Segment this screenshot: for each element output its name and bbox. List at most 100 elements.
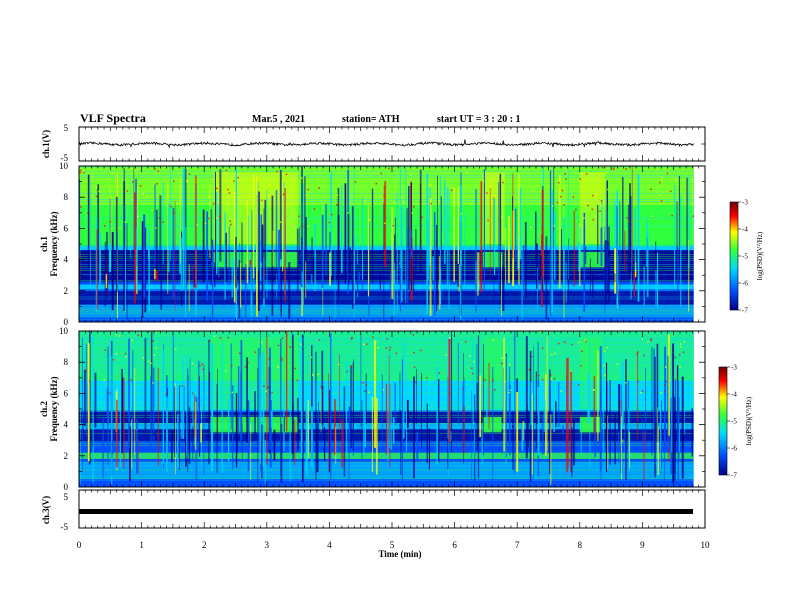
- sferic-streak: [206, 211, 208, 301]
- sferic-streak: [357, 264, 359, 293]
- speckle: [243, 220, 245, 222]
- sferic-streak: [358, 271, 361, 282]
- sferic-streak: [614, 412, 617, 465]
- x-tick-label: 8: [578, 540, 583, 550]
- sferic-streak: [340, 184, 343, 273]
- speckle: [225, 369, 227, 372]
- sferic-streak: [258, 191, 260, 311]
- speckle: [501, 216, 503, 218]
- sferic-streak: [512, 173, 514, 259]
- sferic-streak: [87, 174, 90, 268]
- speckle: [625, 382, 627, 384]
- speckle: [650, 339, 653, 342]
- sferic-streak: [565, 261, 567, 303]
- sferic-streak: [463, 406, 465, 454]
- sferic-streak: [259, 241, 262, 282]
- spec-hline: [79, 455, 694, 457]
- sferic-streak: [375, 397, 378, 475]
- colorbar-tick-label: -5: [742, 253, 748, 261]
- colorbar-tick-label: -3: [742, 199, 748, 207]
- sferic-streak: [686, 177, 688, 263]
- spec-hline: [79, 461, 694, 463]
- y-tick-label: 10: [59, 326, 69, 336]
- spec-hline: [79, 288, 694, 290]
- speckle: [490, 185, 492, 188]
- sferic-streak: [279, 169, 282, 260]
- sferic-streak: [557, 382, 560, 427]
- spec-hline: [79, 296, 694, 298]
- sferic-streak: [230, 343, 233, 430]
- sferic-streak: [170, 166, 171, 261]
- sferic-streak: [182, 357, 184, 439]
- sferic-streak: [545, 374, 547, 456]
- spec-hline: [79, 243, 694, 245]
- sferic-streak: [476, 382, 478, 451]
- sferic-streak: [260, 214, 262, 263]
- sferic-streak: [345, 361, 348, 455]
- sferic-streak: [483, 169, 485, 290]
- speckle: [317, 373, 319, 375]
- speckle: [660, 200, 663, 202]
- speckle: [320, 386, 322, 389]
- speckle: [132, 181, 134, 183]
- sferic-streak: [415, 229, 417, 277]
- speckle: [115, 353, 118, 355]
- sferic-streak: [350, 365, 352, 449]
- sferic-streak: [260, 354, 262, 442]
- speckle: [312, 374, 314, 376]
- sferic-streak: [81, 338, 83, 473]
- speckle: [181, 385, 184, 387]
- sferic-streak: [394, 382, 396, 425]
- speckle: [683, 340, 686, 343]
- speckle: [554, 352, 556, 355]
- spec-hline: [79, 183, 694, 184]
- sferic-streak: [691, 408, 693, 457]
- speckle: [591, 208, 594, 211]
- speckle: [318, 339, 321, 341]
- sferic-streak: [514, 331, 516, 434]
- speckle: [612, 168, 615, 171]
- sferic-streak: [310, 430, 312, 451]
- sferic-streak: [280, 424, 283, 483]
- speckle: [95, 195, 98, 198]
- sferic-streak: [671, 374, 673, 453]
- sferic-streak: [96, 229, 98, 310]
- speckle: [679, 365, 681, 368]
- y-tick-label: 2: [64, 451, 69, 461]
- speckle: [268, 358, 270, 360]
- ch3-voltage-ylabel: ch.3(V): [41, 496, 51, 524]
- sferic-streak: [353, 167, 355, 319]
- speckle: [227, 188, 229, 191]
- sferic-streak: [320, 386, 322, 432]
- sferic-streak: [616, 205, 618, 297]
- sferic-streak: [438, 256, 441, 310]
- sferic-streak: [102, 418, 105, 479]
- sferic-streak: [462, 381, 464, 440]
- x-tick-label: 9: [640, 540, 645, 550]
- sferic-streak: [275, 190, 278, 268]
- sferic-streak: [192, 411, 194, 460]
- spec-hline: [79, 318, 694, 320]
- sferic-streak: [437, 175, 438, 300]
- speckle: [230, 223, 232, 226]
- speckle: [384, 222, 386, 225]
- sferic-streak: [210, 209, 212, 286]
- sferic-streak: [401, 359, 403, 484]
- sferic-streak: [109, 198, 111, 279]
- sferic-streak: [533, 346, 535, 479]
- sferic-streak: [315, 351, 317, 480]
- sferic-streak: [224, 212, 226, 300]
- sferic-streak: [209, 371, 211, 431]
- sferic-streak: [428, 219, 429, 281]
- speckle: [212, 202, 215, 205]
- sferic-streak: [457, 252, 459, 288]
- speckle: [139, 185, 142, 187]
- speckle: [80, 169, 82, 172]
- speckle: [247, 361, 249, 364]
- sferic-streak: [354, 422, 356, 430]
- sferic-streak: [412, 265, 415, 292]
- sferic-streak: [516, 391, 519, 472]
- sferic-streak: [600, 227, 603, 267]
- sferic-streak: [367, 204, 370, 297]
- sferic-streak: [488, 362, 490, 430]
